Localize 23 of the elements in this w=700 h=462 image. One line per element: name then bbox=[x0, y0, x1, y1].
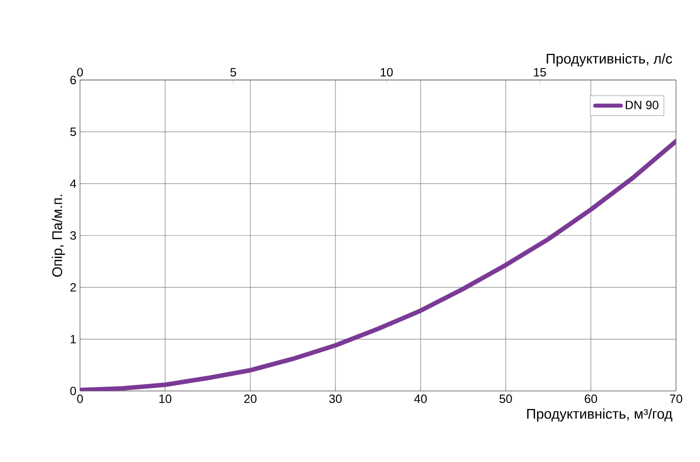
x2-tick-label: 15 bbox=[534, 68, 546, 76]
x-tick-label: 0 bbox=[77, 394, 83, 404]
x-tick-label: 60 bbox=[584, 394, 598, 404]
x-tick-label: 20 bbox=[244, 394, 256, 404]
x-tick-label: 10 bbox=[159, 394, 172, 404]
x-tick-label: 30 bbox=[329, 394, 342, 404]
x2-tick-label: 0 bbox=[77, 68, 83, 76]
y-tick-label: 2 bbox=[70, 283, 76, 292]
y-tick-label: 4 bbox=[70, 180, 76, 188]
y-tick-label: 5 bbox=[70, 128, 76, 136]
y-tick-label: 6 bbox=[70, 76, 76, 84]
x2-tick-label: 10 bbox=[380, 68, 393, 76]
y-tick-label: 3 bbox=[70, 231, 76, 240]
y-tick-label: 0 bbox=[70, 386, 76, 396]
x-axis-title: Продуктивність, м³/год bbox=[527, 408, 672, 422]
x-tick-label: 70 bbox=[670, 394, 682, 404]
x2-axis-title: Продуктивність, л/с bbox=[546, 53, 672, 66]
x-tick-label: 50 bbox=[500, 394, 512, 404]
legend-label: DN 90 bbox=[626, 100, 658, 110]
y-tick-label: 1 bbox=[70, 335, 76, 344]
x-tick-label: 40 bbox=[414, 394, 427, 404]
y-axis-title: Опір, Па/м.п. bbox=[52, 194, 65, 277]
x2-tick-label: 5 bbox=[230, 68, 236, 76]
